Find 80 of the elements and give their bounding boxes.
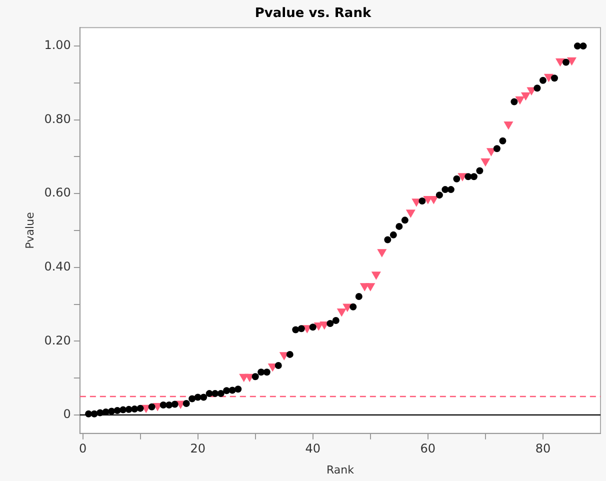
point [252, 373, 259, 380]
point [574, 42, 581, 50]
y-tick-label: 0 [63, 407, 71, 422]
x-tick-label: 0 [78, 442, 87, 456]
point [493, 145, 500, 152]
point [539, 76, 546, 84]
point [476, 167, 484, 174]
point [309, 324, 316, 331]
point [342, 304, 352, 312]
point [396, 222, 403, 230]
x-axis-title: Rank [326, 463, 355, 476]
y-tick-label: 1.00 [44, 38, 71, 52]
x-tick-label: 40 [305, 442, 321, 456]
x-tick-label: 80 [535, 442, 551, 456]
point [504, 122, 514, 130]
point [148, 403, 156, 410]
point [366, 283, 376, 292]
point [510, 98, 518, 106]
point [550, 74, 558, 82]
point [515, 96, 525, 105]
point [217, 390, 224, 398]
point [566, 57, 576, 66]
point [274, 362, 282, 370]
point [458, 173, 468, 182]
point [263, 368, 270, 376]
point [555, 58, 565, 67]
x-tick-label: 20 [190, 442, 206, 456]
point [371, 272, 381, 280]
point [286, 350, 294, 358]
point [136, 404, 144, 412]
point [350, 303, 357, 310]
x-tick-label: 60 [420, 442, 436, 456]
point [298, 325, 305, 332]
point [486, 148, 496, 156]
point [96, 409, 104, 416]
y-tick-label: 0.40 [44, 260, 71, 274]
point [166, 401, 173, 408]
point [544, 74, 554, 82]
point [228, 386, 236, 394]
point [436, 192, 443, 199]
point [90, 410, 98, 418]
point [377, 249, 387, 258]
point [580, 42, 587, 50]
point [453, 175, 460, 182]
point [332, 317, 340, 324]
chart-title: Pvalue vs. Rank [254, 6, 372, 22]
point [355, 293, 362, 300]
point [442, 186, 449, 194]
y-tick-label: 0.60 [44, 186, 71, 200]
point [447, 186, 454, 194]
point [108, 408, 116, 415]
point [234, 386, 242, 393]
point [85, 410, 92, 418]
point [480, 158, 490, 167]
point [212, 390, 219, 398]
point [292, 326, 300, 334]
y-tick-label: 0.20 [44, 333, 71, 348]
point [131, 406, 138, 413]
point [384, 236, 392, 244]
point [534, 84, 541, 92]
point [171, 400, 178, 408]
point [188, 395, 196, 402]
point [401, 216, 408, 224]
point [406, 210, 416, 218]
point [326, 320, 334, 327]
y-axis-title: Pvalue [23, 212, 36, 249]
point [562, 58, 570, 66]
y-tick-label: 0.80 [44, 112, 71, 126]
point [499, 137, 506, 144]
point [182, 400, 190, 408]
point [418, 197, 426, 204]
point [194, 394, 202, 401]
point [200, 394, 208, 401]
point [120, 406, 127, 414]
point [390, 231, 397, 238]
point [258, 368, 265, 376]
point [223, 387, 230, 394]
point [470, 173, 478, 180]
point [336, 308, 346, 317]
point [520, 92, 530, 101]
